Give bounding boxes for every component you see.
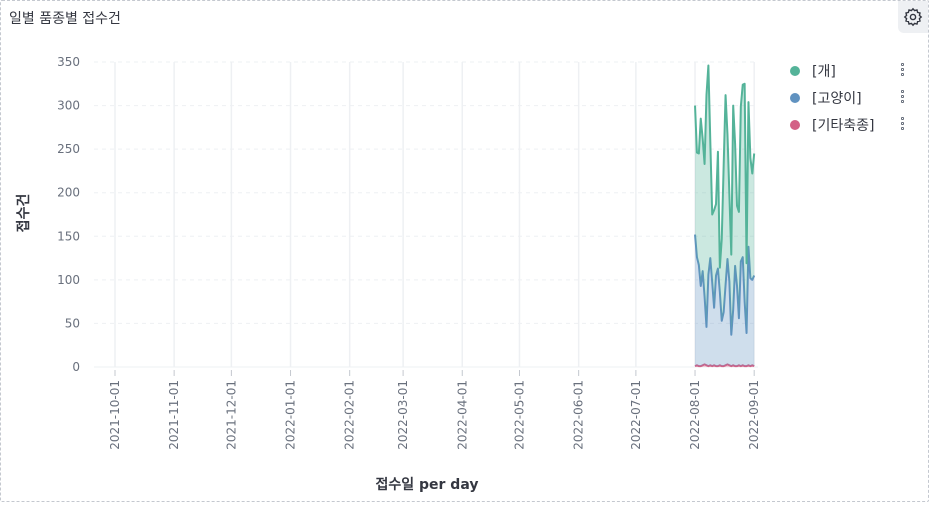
- x-tick-label: 2021-10-01: [108, 380, 122, 450]
- chart-series: [694, 64, 756, 368]
- y-tick-label: 250: [57, 142, 80, 156]
- legend-color-dot: [790, 119, 800, 130]
- x-tick-label: 2022-09-01: [747, 380, 761, 450]
- x-tick-label: 2022-06-01: [572, 380, 586, 450]
- gear-icon[interactable]: [898, 1, 928, 33]
- y-tick-label: 150: [57, 229, 80, 243]
- x-tick-label: 2021-12-01: [224, 380, 238, 450]
- y-tick-label: 50: [65, 316, 80, 330]
- legend-item-dog[interactable]: [개]: [790, 57, 910, 84]
- chart-grid: [94, 61, 758, 368]
- x-tick-label: 2022-02-01: [343, 380, 357, 450]
- x-tick-label: 2022-05-01: [512, 380, 526, 450]
- legend-item-cat[interactable]: [고양이]: [790, 84, 910, 111]
- ellipsis-vertical-icon[interactable]: [901, 90, 905, 103]
- x-tick-label: 2022-08-01: [688, 380, 702, 450]
- series-line: [694, 363, 755, 368]
- y-tick-label: 300: [57, 99, 80, 113]
- x-tick-label: 2022-07-01: [629, 380, 643, 450]
- x-tick-label: 2022-03-01: [396, 380, 410, 450]
- y-tick-label: 0: [72, 360, 80, 374]
- x-tick-label: 2021-11-01: [167, 380, 181, 450]
- legend-color-dot: [790, 65, 800, 76]
- legend-label: [개]: [812, 63, 836, 80]
- y-tick-label: 100: [57, 273, 80, 287]
- x-axis-ticks: 2021-10-01 2021-11-01 2021-12-01 2022-01-01…: [108, 370, 761, 450]
- y-tick-label: 200: [57, 186, 80, 200]
- series-line: [694, 234, 756, 336]
- legend-color-dot: [790, 92, 800, 103]
- x-tick-label: 2022-04-01: [455, 380, 469, 450]
- legend-label: [기타축종]: [812, 117, 875, 134]
- legend-label: [고양이]: [812, 90, 862, 107]
- visualization-panel: 일별 품종별 접수건: [0, 0, 929, 502]
- legend-item-other[interactable]: [기타축종]: [790, 111, 910, 138]
- x-tick-label: 2022-01-01: [284, 380, 298, 450]
- series-line: [694, 64, 756, 269]
- y-tick-label: 350: [57, 55, 80, 69]
- y-axis-ticks: 0 50 100 150 200 250 300 350: [57, 55, 80, 374]
- x-axis-title: 접수일 per day: [376, 477, 479, 493]
- y-axis-title: 접수건: [15, 194, 32, 233]
- chart-legend: [개] [고양이] [기타축종]: [790, 57, 910, 138]
- ellipsis-vertical-icon[interactable]: [901, 117, 905, 130]
- ellipsis-vertical-icon[interactable]: [901, 63, 905, 76]
- panel-title: 일별 품종별 접수건: [9, 11, 121, 27]
